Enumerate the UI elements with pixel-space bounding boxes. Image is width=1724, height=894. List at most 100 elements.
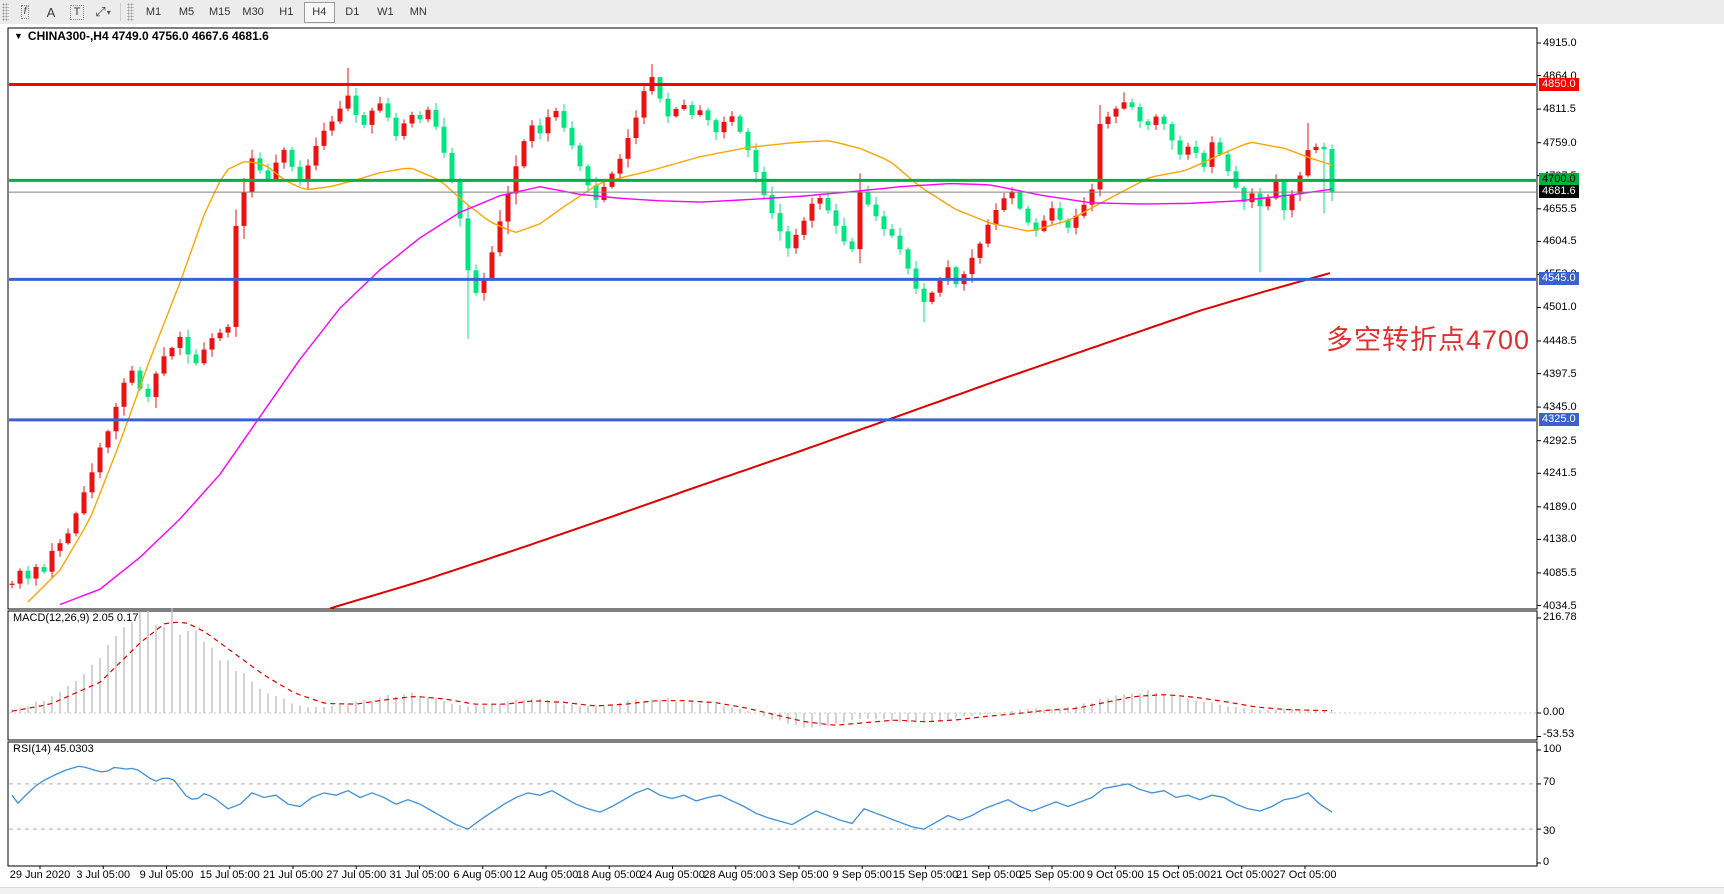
timeframe-button-M5[interactable]: M5 [171,2,202,23]
candle-body [1057,208,1063,220]
timeframe-button-MN[interactable]: MN [403,2,434,23]
rsi-30-label: 30 [1543,825,1556,837]
candle-body [169,347,175,357]
date-tick-label: 15 Oct 05:00 [1147,869,1210,881]
date-tick-label: 31 Jul 05:00 [389,869,450,881]
candle-body [401,123,407,136]
candle-body [809,203,815,221]
date-tick-label: 3 Sep 05:00 [769,869,829,881]
price-tick-label: 4864.0 [1543,70,1577,82]
toolbar-grip[interactable] [2,3,9,21]
candle-body [889,229,895,236]
date-tick-label: 6 Aug 05:00 [453,869,513,881]
rsi-100-label: 100 [1543,743,1562,755]
arrow-objects-icon[interactable]: ⤢ ▾ [91,2,115,22]
candle-body [1321,146,1327,150]
font-a-icon[interactable]: A [39,2,63,22]
candle-body [505,193,511,222]
price-tick-label: 4138.0 [1543,533,1577,545]
candle-body [1249,193,1255,203]
chart-title-text: CHINA300-,H4 4749.0 4756.0 4667.6 4681.6 [27,29,269,43]
candle-body [49,550,55,572]
candle-body [1121,102,1127,109]
candle-body [865,191,871,205]
timeframe-toolbar-grip[interactable] [127,3,134,21]
candle-body [289,149,295,167]
date-tick-label: 9 Sep 05:00 [832,869,892,881]
candle-body [545,117,551,134]
candle-body [265,170,271,180]
candle-body [537,125,543,134]
timeframe-button-H1[interactable]: H1 [271,2,302,23]
candle-body [489,252,495,278]
candle-body [393,117,399,136]
date-tick-label: 18 Aug 05:00 [576,869,642,881]
candle-body [225,326,231,333]
ma-slow-red-line[interactable] [329,272,1331,610]
price-tick-label: 4448.5 [1543,335,1577,347]
price-badge-4545.0: 4545.0 [1539,272,1579,285]
timeframe-button-M30[interactable]: M30 [237,2,268,23]
macd-histogram [11,608,1333,728]
price-tick-label: 4241.5 [1543,467,1577,479]
panel-border-macd [7,610,1538,741]
chart-title-collapse-icon[interactable]: ▼ [14,31,23,41]
chart-annotation-text[interactable]: 多空转折点4700 [1326,325,1531,355]
candle-body [57,543,63,551]
candle-body [1073,215,1079,228]
candle-body [1305,150,1311,176]
price-tick-label: 4397.5 [1543,368,1577,380]
candle-body [905,249,911,269]
candle-body [97,447,103,473]
ma-fast-orange-line[interactable] [27,140,1333,603]
candle-body [441,126,447,153]
candle-body [977,243,983,258]
candle-body [297,166,303,182]
timeframe-button-D1[interactable]: D1 [337,2,368,23]
price-badge-4325.0: 4325.0 [1539,413,1579,426]
candle-body [417,115,423,120]
rsi-70-label: 70 [1543,776,1556,788]
candle-body [881,216,887,230]
candle-body [729,116,735,122]
indicator-f-icon[interactable]: f [13,2,37,22]
rsi-0-label: 0 [1543,856,1550,868]
candle-body [985,224,991,244]
candle-body [793,234,799,249]
candle-body [1041,220,1047,231]
timeframe-button-W1[interactable]: W1 [370,2,401,23]
date-tick-label: 21 Sep 05:00 [956,869,1022,881]
date-tick-label: 27 Jul 05:00 [326,869,387,881]
candle-body [753,150,759,172]
price-tick-label: 4085.5 [1543,567,1577,579]
price-tick-label: 4759.0 [1543,137,1577,149]
candle-body [233,225,239,327]
candle-body [1265,198,1271,207]
candle-body [769,195,775,214]
macd-max-label: 216.78 [1543,611,1577,623]
candle-body [825,198,831,211]
candle-body [281,149,287,163]
candle-body [353,95,359,115]
candle-body [1081,204,1087,216]
candle-body [369,110,375,125]
arrow-objects-caret[interactable]: ▾ [106,7,111,17]
candle-body [1137,107,1143,122]
candle-body [777,213,783,232]
candle-body [465,218,471,271]
candle-body [737,116,743,132]
candle-body [833,210,839,226]
macd-min-label: -53.53 [1543,728,1575,740]
timeframe-button-M1[interactable]: M1 [138,2,169,23]
arrow-objects-glyph: ⤢ [95,4,106,19]
candle-body [953,267,959,285]
timeframe-button-H4[interactable]: H4 [303,1,335,23]
text-label-icon[interactable]: T [65,2,89,22]
price-badge-4850.0: 4850.0 [1539,78,1579,91]
timeframe-button-M15[interactable]: M15 [204,2,235,23]
date-tick-label: 25 Sep 05:00 [1019,869,1085,881]
candle-body [1273,180,1279,199]
candle-body [585,166,591,186]
ma-mid-magenta-line[interactable] [59,183,1333,606]
